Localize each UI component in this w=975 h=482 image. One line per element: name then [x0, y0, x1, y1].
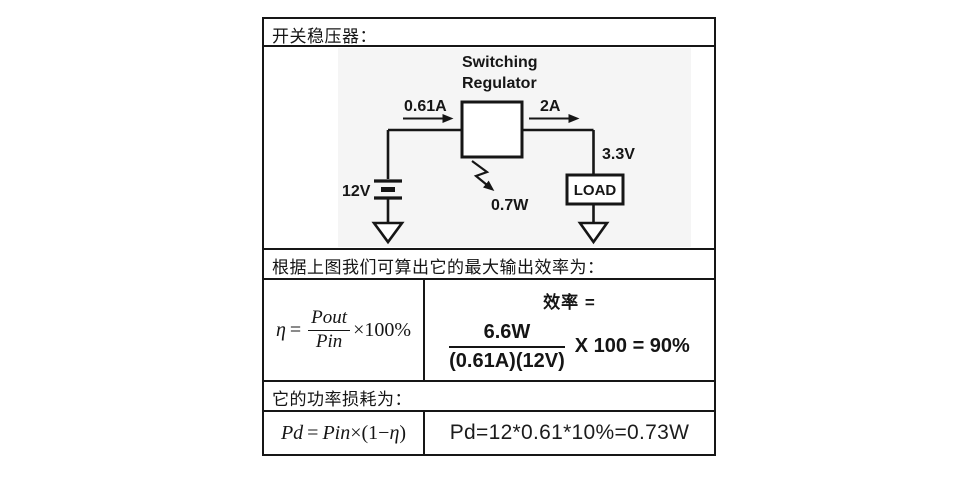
efficiency-calc-fraction: 6.6W (0.61A)(12V)	[449, 321, 565, 373]
efficiency-calc-title: 效率 =	[543, 292, 596, 312]
circuit-figure: 12V Switching Regulator 0.61A 2A 0.7W 3.…	[264, 47, 714, 250]
output-voltage-label: 3.3V	[602, 146, 635, 163]
load-box	[565, 173, 625, 206]
pin-symbol: Pin	[322, 421, 351, 444]
fraction-bar	[308, 329, 351, 331]
header-row: 开关稳压器：	[264, 19, 714, 47]
ground-icon-left	[371, 221, 405, 245]
source-voltage-label: 12V	[342, 183, 371, 200]
loss-calc-cell: Pd=12*0.61*10%=0.73W	[425, 412, 714, 454]
regulator-box	[460, 100, 524, 159]
formula-numerator: Pout	[311, 306, 348, 328]
eta-symbol: η	[275, 318, 286, 341]
efficiency-calc-cell: 效率 = 6.6W (0.61A)(12V) X 100 = 90%	[425, 280, 714, 380]
loss-caption: 它的功率损耗为：	[272, 390, 412, 409]
output-wire	[522, 128, 595, 222]
efficiency-caption: 根据上图我们可算出它的最大输出效率为：	[272, 258, 605, 277]
efficiency-row: η = Pout Pin ×100% 效率 = 6.6W (0.61A)(12V…	[264, 280, 714, 382]
input-current-label: 0.61A	[404, 98, 447, 115]
ground-icon-right	[577, 221, 610, 245]
loss-formula-close: )	[399, 421, 407, 444]
formula-denominator: Pin	[315, 330, 343, 352]
input-wire	[386, 128, 462, 222]
loss-eta-symbol: η	[389, 421, 400, 444]
equals-sign: =	[289, 318, 302, 341]
pd-symbol: Pd	[280, 421, 304, 444]
efficiency-calc-group: 6.6W (0.61A)(12V) X 100 = 90%	[449, 321, 690, 373]
battery-icon	[374, 179, 402, 200]
regulator-label-line2: Regulator	[462, 75, 537, 92]
formula-suffix: ×100%	[353, 318, 412, 341]
loss-formula-mid: ×(1−	[350, 421, 390, 444]
efficiency-formula-fraction: Pout Pin	[308, 306, 351, 353]
efficiency-calc-result: X 100 = 90%	[574, 335, 690, 357]
spec-table: 开关稳压器： 12V	[262, 17, 716, 456]
calc-fraction-bar	[449, 345, 565, 348]
header-label: 开关稳压器：	[272, 27, 377, 46]
loss-equals-sign: =	[307, 421, 319, 444]
efficiency-caption-row: 根据上图我们可算出它的最大输出效率为：	[264, 250, 714, 280]
loss-row: Pd = Pin ×(1− η ) Pd=12*0.61*10%=0.73W	[264, 412, 714, 454]
efficiency-formula-cell: η = Pout Pin ×100%	[264, 280, 425, 380]
output-current-label: 2A	[540, 98, 561, 115]
load-label: LOAD	[574, 182, 617, 199]
loss-caption-row: 它的功率损耗为：	[264, 382, 714, 412]
dissipation-label: 0.7W	[491, 197, 529, 214]
loss-formula-cell: Pd = Pin ×(1− η )	[264, 412, 425, 454]
calc-denominator: (0.61A)(12V)	[449, 349, 565, 372]
regulator-label-line1: Switching	[462, 54, 538, 71]
loss-calc-text: Pd=12*0.61*10%=0.73W	[449, 421, 690, 444]
circuit-svg: 12V Switching Regulator 0.61A 2A 0.7W 3.…	[338, 48, 691, 247]
calc-numerator: 6.6W	[483, 320, 531, 343]
lightning-bolt-icon	[471, 160, 495, 192]
